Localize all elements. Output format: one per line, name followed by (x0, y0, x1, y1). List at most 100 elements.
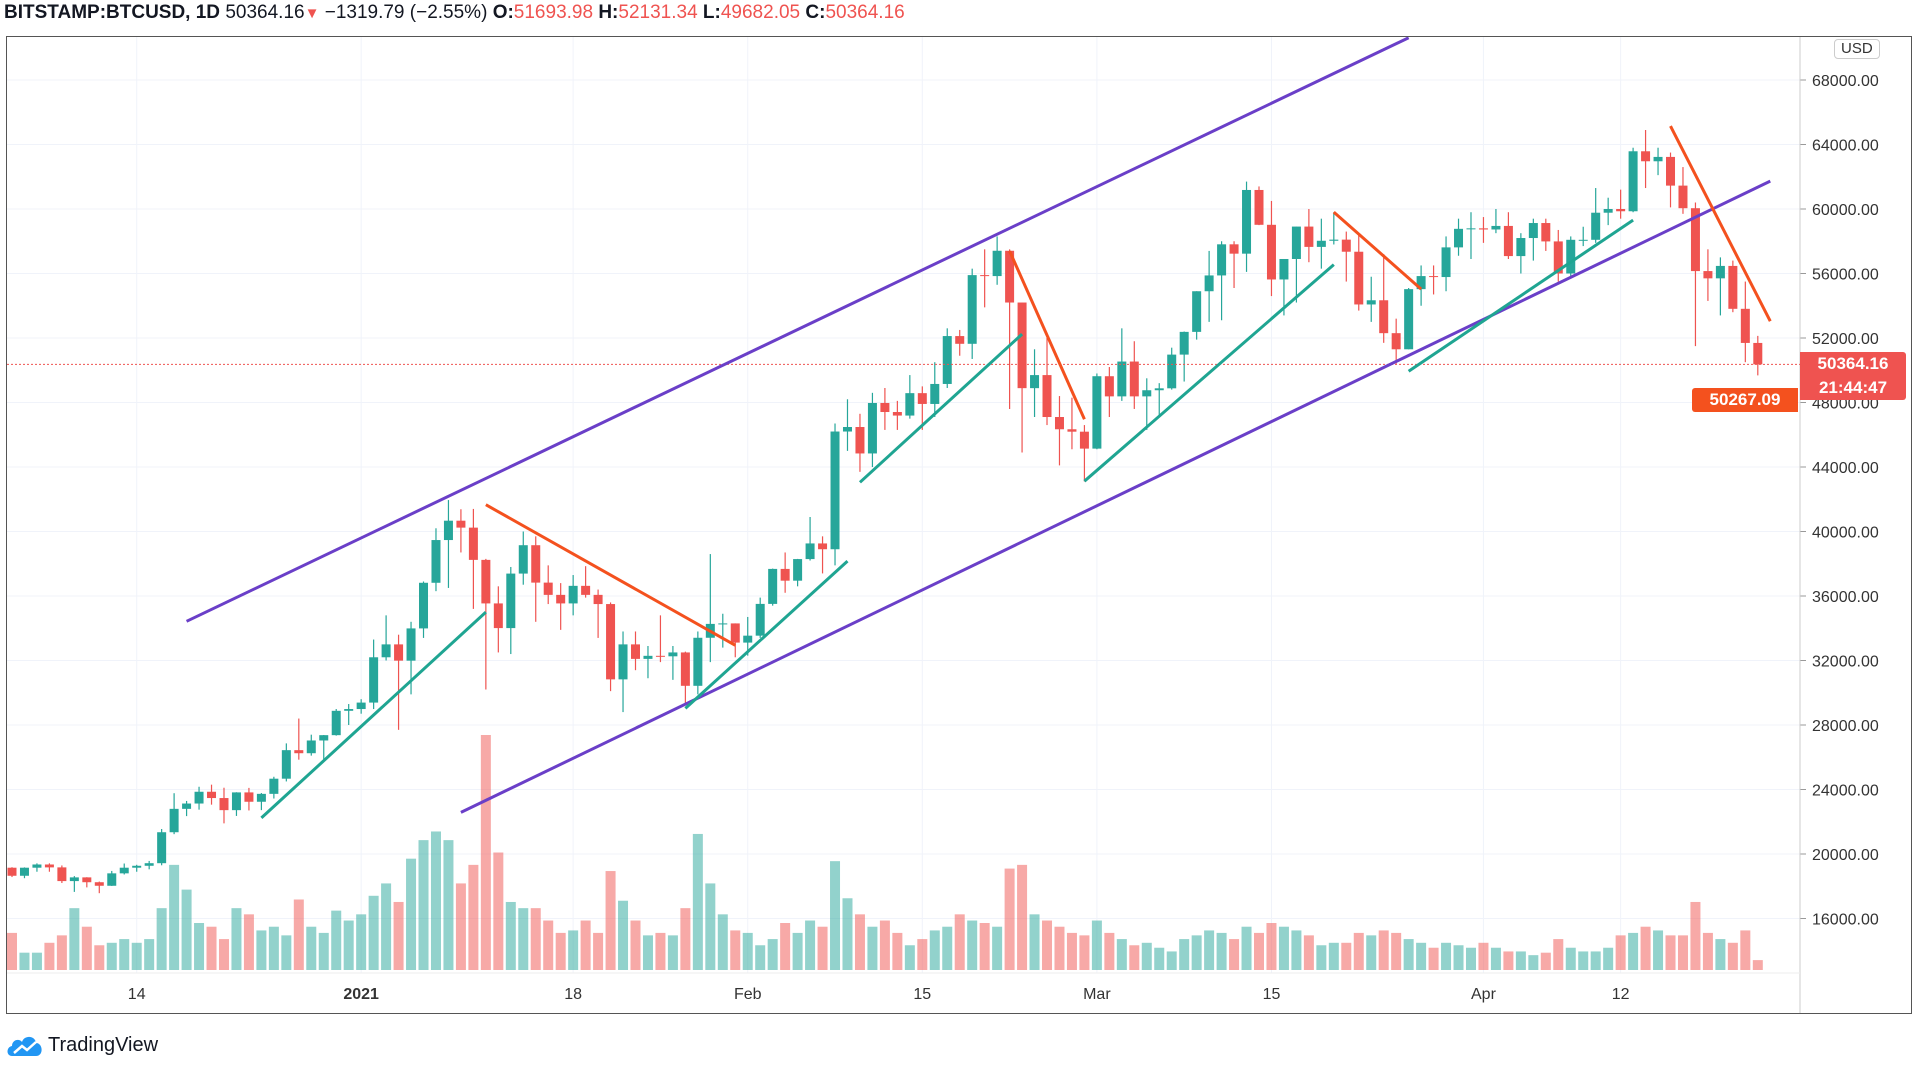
candle-body (1653, 156, 1663, 162)
candle-body (1254, 189, 1264, 225)
candle-body (1616, 209, 1626, 212)
candle-body (1054, 417, 1064, 430)
candle-body (1316, 240, 1326, 247)
candle-body (643, 655, 653, 659)
symbol-title[interactable]: BITSTAMP:BTCUSD, 1D (4, 2, 221, 23)
candle-body (294, 750, 304, 754)
volume-bar (1391, 932, 1402, 970)
volume-bar (1702, 932, 1713, 970)
x-tick-label: 18 (564, 986, 582, 1003)
y-tick-label: 28000.00 (1812, 718, 1879, 735)
y-tick-label: 56000.00 (1812, 267, 1879, 284)
candle-body (219, 798, 229, 811)
volume-bar (493, 852, 504, 970)
volume-bar (1141, 942, 1152, 970)
volume-bar (593, 932, 604, 970)
low-value: 49682.05 (720, 2, 801, 23)
volume-bar (119, 939, 130, 970)
second-price-label: 50267.09 (1692, 388, 1798, 412)
candle-body (431, 540, 441, 583)
candle-body (344, 709, 354, 711)
volume-bar (430, 831, 441, 970)
candle-body (1279, 258, 1289, 280)
resistance-trendline (1332, 210, 1423, 291)
candle-body (568, 585, 578, 604)
candle-body (618, 644, 628, 680)
volume-bar (755, 945, 766, 970)
candle-body (256, 793, 266, 802)
candle-body (1104, 376, 1114, 397)
y-tick-label: 32000.00 (1812, 654, 1879, 671)
volume-bar (1665, 935, 1676, 970)
candle-body (1454, 228, 1464, 248)
volume-bar (443, 840, 454, 970)
volume-bar (480, 735, 491, 970)
candle-body (356, 702, 366, 710)
volume-bar (1066, 932, 1077, 970)
volume-bar (1229, 939, 1240, 970)
triangle-down-icon: ▼ (304, 5, 320, 22)
volume-bar (1079, 935, 1090, 970)
volume-bar (1191, 935, 1202, 970)
candle-body (1291, 226, 1301, 259)
volume-bar (904, 945, 915, 970)
volume-bar (1278, 926, 1289, 970)
candle-body (693, 637, 703, 686)
candle-body (1628, 151, 1638, 212)
candle-body (1578, 239, 1588, 241)
candle-body (132, 865, 142, 868)
candle-body (1666, 156, 1676, 186)
volume-bar (1328, 942, 1339, 970)
volume-bar (530, 908, 541, 970)
currency-badge[interactable]: USD (1834, 39, 1880, 59)
candle-body (1728, 265, 1738, 309)
tradingview-cloud-icon (7, 1036, 42, 1056)
candle-body (207, 791, 217, 799)
resistance-trendline (485, 503, 736, 647)
candle-body (1117, 361, 1127, 397)
volume-bar (717, 914, 728, 970)
volume-bar (1204, 930, 1215, 970)
x-tick-label: 15 (1263, 986, 1281, 1003)
y-tick-label: 44000.00 (1812, 460, 1879, 477)
x-tick-label: 14 (128, 986, 146, 1003)
volume-bar (1104, 932, 1115, 970)
volume-bar (1727, 942, 1738, 970)
volume-bar (655, 932, 666, 970)
tradingview-logo[interactable]: TradingView (6, 1032, 158, 1058)
candle-body (194, 791, 204, 804)
bar-countdown: 21:44:47 (1818, 378, 1888, 397)
volume-bar (555, 932, 566, 970)
chart-frame (6, 36, 1912, 1014)
volume-bar (393, 901, 404, 970)
volume-bar (318, 932, 329, 970)
candle-body (1753, 342, 1763, 365)
volume-bar (293, 899, 304, 970)
volume-bar (680, 908, 691, 970)
x-tick-label: Feb (734, 986, 762, 1003)
y-tick-label: 24000.00 (1812, 783, 1879, 800)
volume-bar (1490, 947, 1501, 970)
candle-body (543, 582, 553, 595)
y-tick-label: 16000.00 (1812, 912, 1879, 929)
candle-body (1715, 265, 1725, 279)
candle-body (381, 644, 391, 658)
last-price: 50364.16 (225, 2, 305, 23)
candle-body (7, 867, 17, 876)
volume-bar (1715, 939, 1726, 970)
support-trendline (858, 333, 1024, 484)
volume-bar (1603, 947, 1614, 970)
candle-body (980, 275, 990, 277)
high-value: 52131.34 (618, 2, 698, 23)
candle-body (1366, 300, 1376, 305)
candle-body (880, 402, 890, 413)
volume-bar (805, 920, 816, 970)
candle-body (57, 867, 67, 882)
volume-bar (830, 861, 841, 970)
candle-body (1079, 431, 1089, 449)
candle-body (94, 882, 104, 886)
candle-body (1242, 189, 1252, 254)
x-tick-label: 15 (913, 986, 931, 1003)
candle-body (468, 527, 478, 560)
